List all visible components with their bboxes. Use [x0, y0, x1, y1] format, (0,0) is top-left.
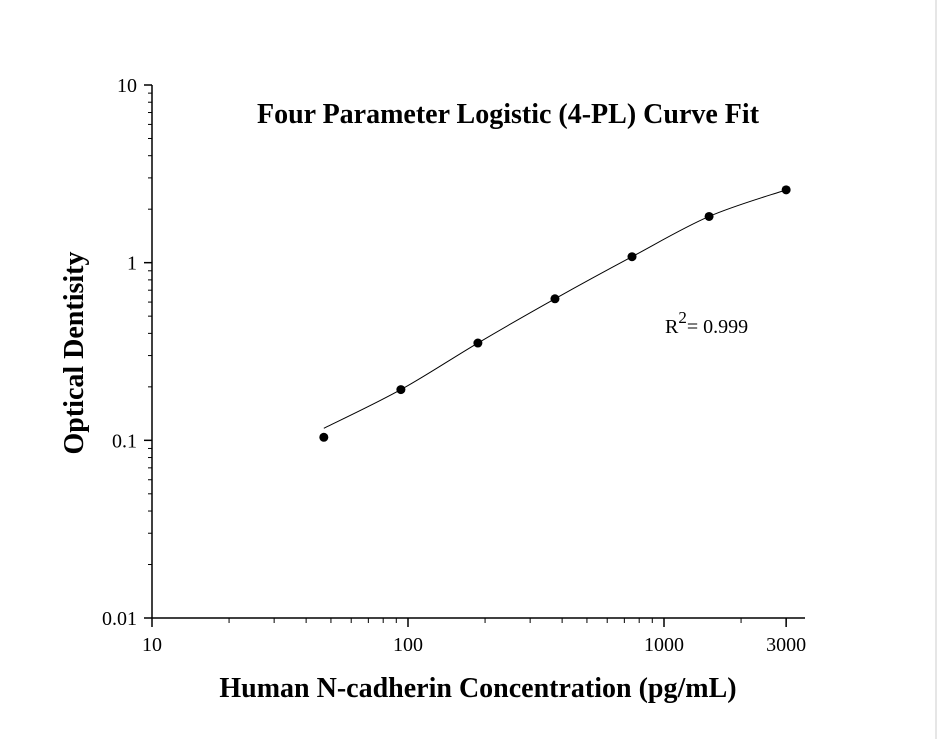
data-point — [550, 294, 560, 304]
x-axis-label: Human N-cadherin Concentration (pg/mL) — [219, 673, 736, 704]
fit-curve — [323, 189, 787, 429]
y-tick-label: 0.01 — [102, 608, 137, 630]
y-tick-label: 0.1 — [112, 430, 137, 452]
window-edge-divider — [935, 0, 937, 739]
data-point — [396, 385, 406, 395]
x-tick-label: 3000 — [766, 634, 806, 656]
r-squared-value: = 0.999 — [687, 316, 748, 338]
r-squared-superscript: 2 — [678, 308, 687, 327]
x-tick-label: 10 — [142, 634, 162, 656]
data-point — [473, 338, 483, 348]
data-point — [704, 211, 714, 221]
r-squared-base: R — [665, 316, 679, 338]
y-tick-label: 10 — [117, 75, 137, 97]
data-point — [627, 252, 637, 262]
y-tick-label: 1 — [127, 253, 137, 275]
x-tick-label: 100 — [393, 634, 423, 656]
r-squared-annotation: R2= 0.999 — [665, 308, 748, 338]
chart-title: Four Parameter Logistic (4-PL) Curve Fit — [257, 99, 760, 130]
axes — [151, 85, 805, 619]
fit-curve-group — [323, 189, 787, 429]
data-point — [319, 432, 329, 442]
data-point — [781, 185, 791, 195]
ticks: 0.01 0.1 1 10 10 100 1000 3000 — [102, 75, 806, 656]
data-points — [319, 185, 791, 442]
x-tick-label: 1000 — [644, 634, 684, 656]
y-axis-label: Optical Dentisity — [59, 252, 90, 455]
